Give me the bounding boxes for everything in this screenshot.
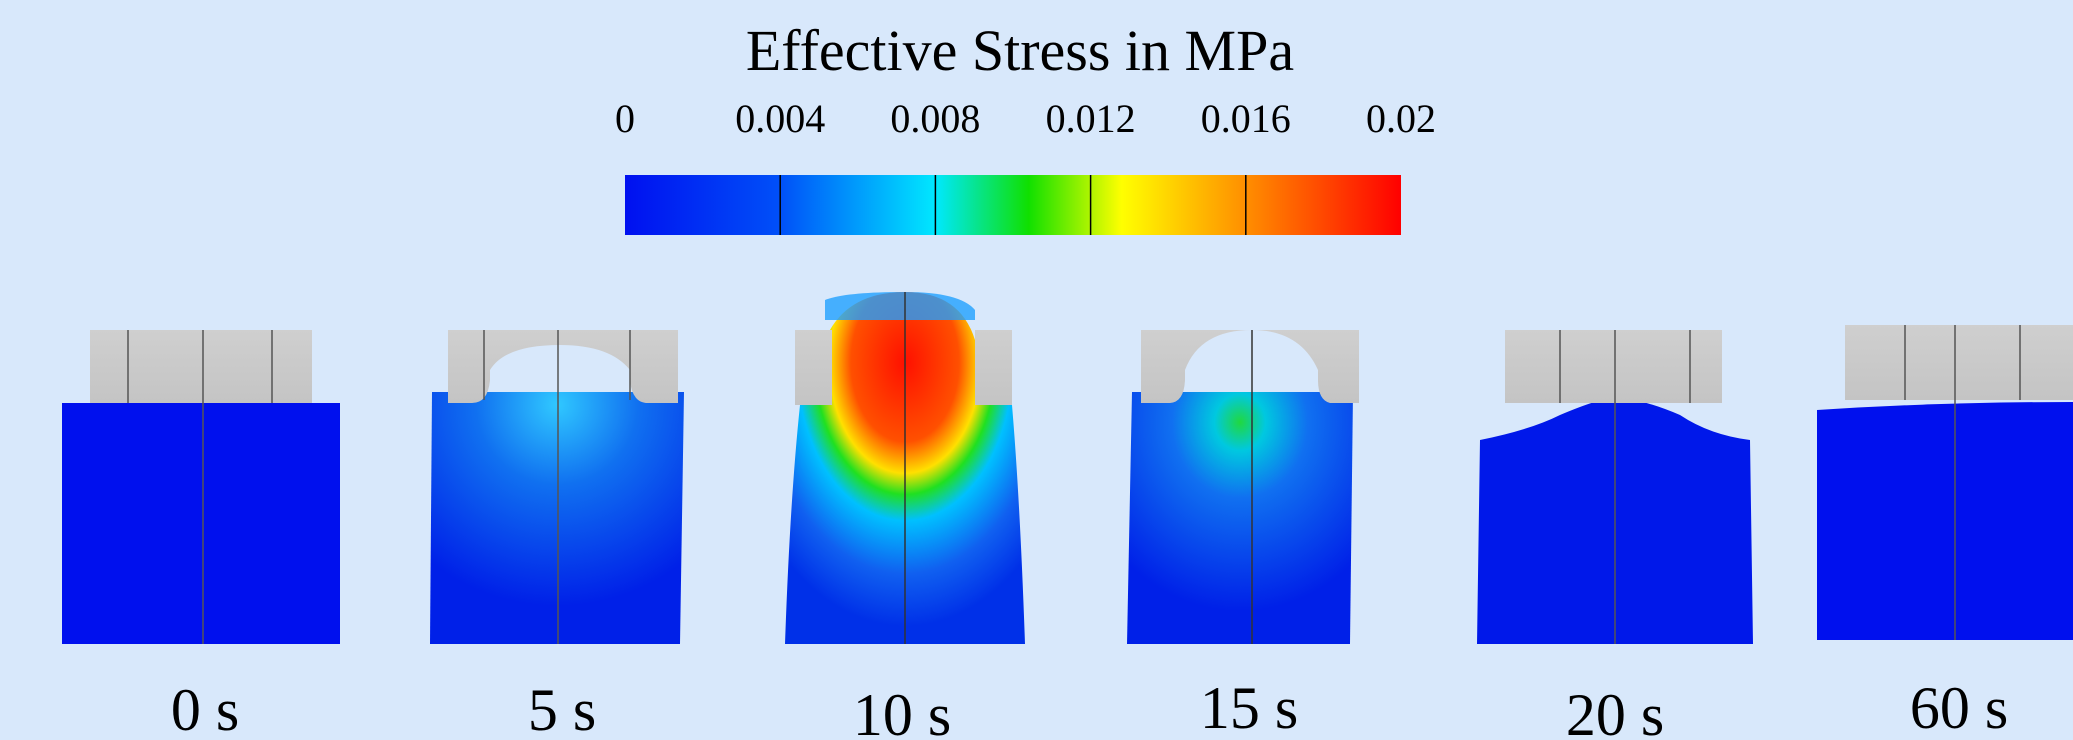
snapshot: [62, 330, 340, 644]
snapshot: [1477, 330, 1753, 644]
frame-label: 15 s: [1200, 675, 1298, 740]
frame-label: 20 s: [1566, 682, 1664, 740]
frame-label: 60 s: [1910, 675, 2008, 740]
colorbar-tick-label: 0.016: [1201, 96, 1291, 141]
colorbar-tick-label: 0.012: [1046, 96, 1136, 141]
colorbar-tick-label: 0: [615, 96, 635, 141]
frame-label: 5 s: [528, 677, 596, 740]
colorbar-tick-label: 0.004: [735, 96, 825, 141]
colorbar-tick-label: 0.02: [1366, 96, 1436, 141]
frame-label: 10 s: [853, 682, 951, 740]
snapshot: [430, 330, 684, 644]
snapshot: [785, 292, 1025, 644]
colorbar: [625, 175, 1401, 235]
snapshot: [1817, 325, 2073, 640]
snapshot: [1127, 330, 1359, 644]
frame-label: 0 s: [171, 677, 239, 740]
title: Effective Stress in MPa: [746, 18, 1294, 83]
colorbar-tick-label: 0.008: [890, 96, 980, 141]
figure: Effective Stress in MPa 0 0.004 0.008 0.012…: [0, 0, 2073, 740]
